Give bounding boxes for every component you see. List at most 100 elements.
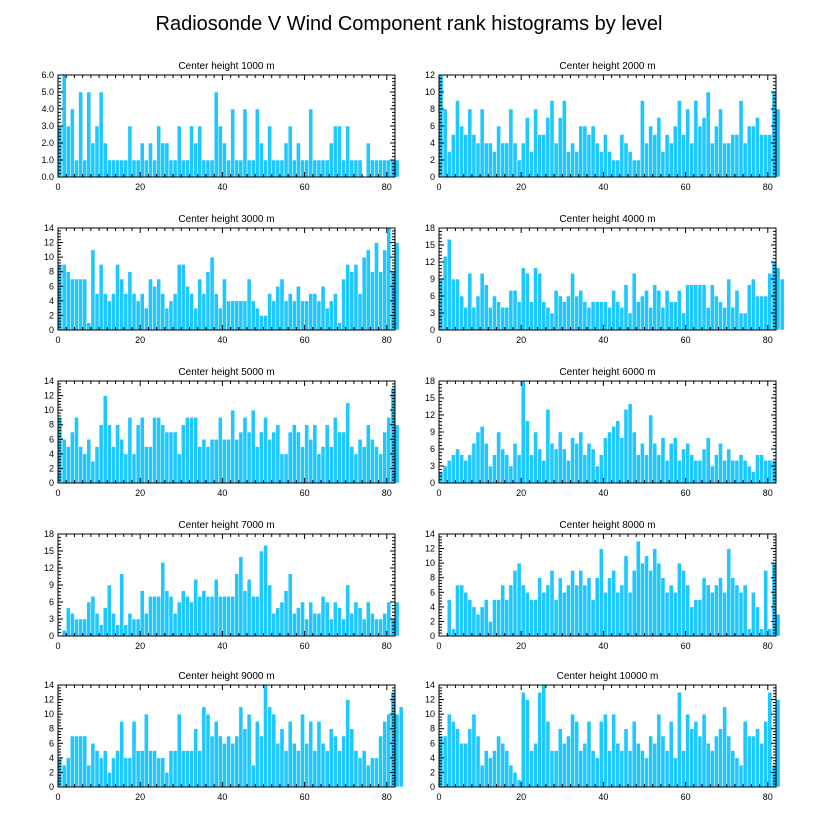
bar (168, 300, 174, 331)
x-tick-label: 20 (135, 641, 145, 651)
bar (496, 735, 501, 788)
bar (508, 764, 514, 788)
bar (316, 721, 322, 788)
bar (574, 584, 579, 637)
bar (70, 278, 75, 331)
y-tick-label: 3 (430, 461, 435, 471)
bar (483, 443, 489, 484)
bar (378, 159, 383, 178)
panel-6: Center height 6000 m 0 20 40 60 80 0 3 6 9 12 15 18 (425, 367, 777, 498)
bar (189, 125, 194, 178)
bar (582, 743, 588, 788)
x-tick-label: 60 (681, 792, 691, 802)
bar (283, 750, 289, 788)
bar (213, 579, 219, 637)
bar (337, 607, 342, 637)
y-tick-label: 9 (430, 427, 435, 437)
bar (775, 613, 781, 637)
bar (652, 548, 658, 637)
bar (361, 750, 367, 788)
bar (218, 125, 223, 178)
bar (279, 159, 285, 178)
bar (263, 417, 268, 484)
bar (304, 300, 309, 331)
bar (442, 256, 448, 331)
bar (512, 142, 518, 178)
bar (590, 750, 596, 788)
bar (648, 414, 653, 484)
bar (378, 271, 383, 331)
bar (213, 439, 219, 484)
bar (479, 764, 485, 788)
bar (660, 307, 666, 331)
bar (545, 117, 551, 178)
bar (607, 577, 612, 637)
bar (446, 460, 452, 484)
bar (673, 592, 678, 637)
bar (304, 743, 309, 788)
y-tick-label: 10 (425, 87, 435, 97)
panel-title: Center height 5000 m (178, 367, 274, 378)
bar (681, 312, 686, 331)
bar (312, 613, 318, 637)
bar (685, 584, 690, 637)
x-tick-label: 20 (516, 182, 526, 192)
bar (677, 692, 682, 788)
bar (61, 630, 67, 637)
bar (197, 596, 203, 637)
panel-title: Center height 7000 m (178, 520, 274, 531)
bar (730, 750, 736, 788)
bar (557, 431, 563, 484)
bar (590, 301, 596, 331)
bar (185, 750, 190, 788)
bar (70, 108, 75, 178)
bar (455, 278, 460, 331)
bar (746, 735, 752, 788)
plot-frame (57, 227, 396, 331)
bar (508, 108, 514, 178)
bar (701, 117, 707, 178)
bar (189, 601, 194, 637)
panel-10: Center height 10000 m 0 20 40 60 80 0 2 4 6 8 10 12 1… (425, 671, 781, 802)
bar (586, 577, 592, 637)
bar (660, 437, 666, 484)
bar (586, 134, 592, 178)
bar (767, 134, 773, 178)
bar (599, 721, 604, 788)
bar (451, 278, 456, 331)
bar (82, 159, 88, 178)
bar (324, 159, 330, 178)
bar (734, 757, 740, 788)
bar (488, 621, 493, 637)
bar (345, 402, 351, 484)
bar (255, 108, 260, 178)
bar (308, 601, 314, 637)
bar (201, 590, 207, 637)
panel-8: Center height 8000 m 0 20 40 60 80 0 2 4 6 8 10 12 14 (425, 520, 781, 651)
bar (386, 227, 392, 331)
bar (623, 409, 629, 484)
bar (357, 159, 363, 178)
bar (341, 618, 346, 637)
bar (652, 134, 658, 178)
bar (459, 584, 464, 637)
bar (131, 618, 137, 637)
bar (615, 420, 621, 484)
bar (74, 159, 79, 178)
bar (742, 584, 748, 637)
bar (586, 307, 592, 331)
bar (541, 460, 547, 484)
bar (512, 443, 518, 484)
bar (545, 409, 551, 484)
bar (94, 293, 100, 331)
bar (681, 448, 686, 484)
bar (689, 454, 695, 484)
bar (697, 735, 703, 788)
bar (525, 420, 530, 484)
bar (648, 570, 653, 637)
bar (697, 125, 703, 178)
bar (685, 108, 690, 178)
panel-5: Center height 5000 m 0 20 40 60 80 0 2 4 6 8 10 12 14 (44, 367, 400, 498)
bar (578, 570, 584, 637)
bar (479, 426, 485, 484)
